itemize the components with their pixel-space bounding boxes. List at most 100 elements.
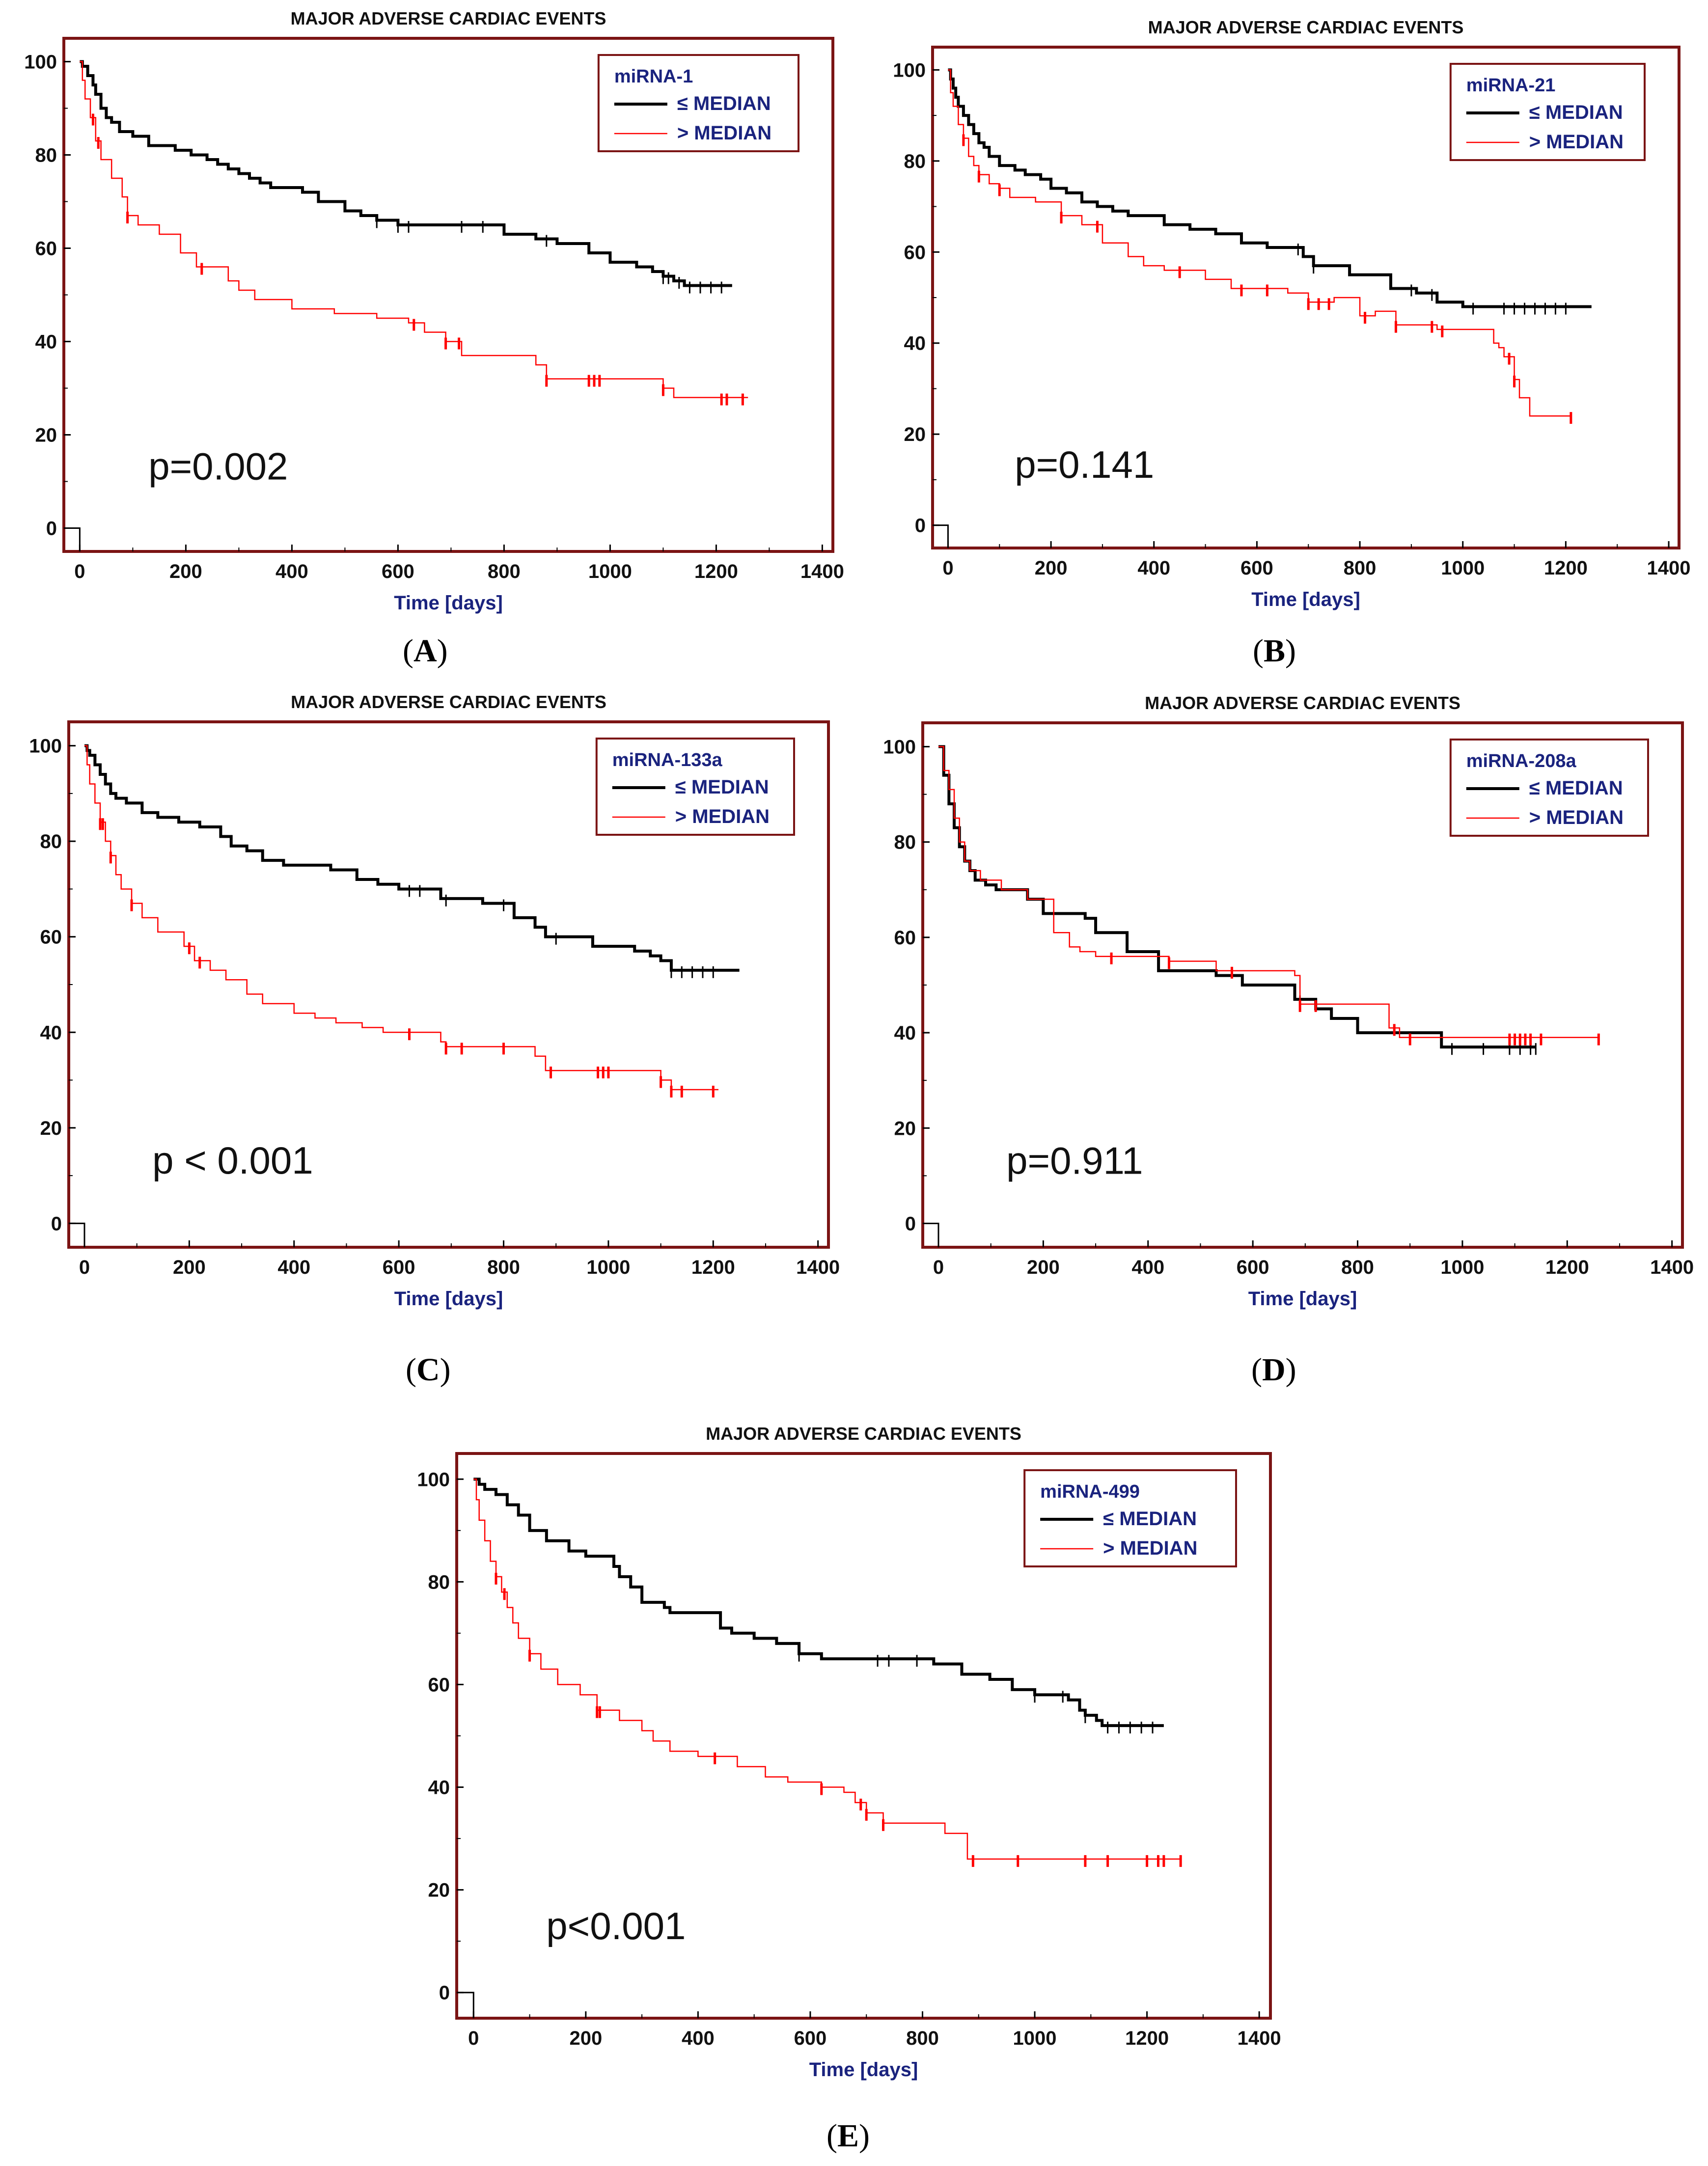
y-tick-label: 80 <box>428 1571 450 1593</box>
km-chart-d: MAJOR ADVERSE CARDIAC EVENTS 0 20 40 60 80 100… <box>883 693 1694 1310</box>
x-tick-label: 1000 <box>1440 1257 1484 1278</box>
x-tick-label: 200 <box>1027 1257 1060 1278</box>
x-tick-label: 0 <box>933 1257 944 1278</box>
y-tick-label: 40 <box>894 1022 916 1044</box>
y-tick-label: 80 <box>40 831 62 852</box>
y-tick-label: 0 <box>51 1213 62 1234</box>
x-axis-label: Time [days] <box>809 2059 918 2081</box>
x-tick-label: 1400 <box>800 561 844 582</box>
x-axis-label: Time [days] <box>1251 589 1360 610</box>
chart-title: MAJOR ADVERSE CARDIAC EVENTS <box>706 1424 1021 1444</box>
x-tick-label: 0 <box>942 557 953 579</box>
legend-label-above-median: > MEDIAN <box>1529 131 1624 153</box>
y-tick-label: 0 <box>439 1982 450 2004</box>
series-line-above-median <box>80 61 748 398</box>
x-tick-label: 600 <box>794 2028 827 2049</box>
p-value: p<0.001 <box>546 1904 686 1947</box>
panel-label-b: (B) <box>1253 633 1296 669</box>
panel-label-c: (C) <box>406 1352 451 1388</box>
x-tick-label: 200 <box>173 1257 206 1278</box>
panel-c: MAJOR ADVERSE CARDIAC EVENTS 0 20 40 60 80 100… <box>0 687 854 1399</box>
x-tick-label: 600 <box>383 1257 415 1278</box>
x-tick-label: 0 <box>79 1257 90 1278</box>
x-axis-label: Time [days] <box>394 592 503 614</box>
x-tick-label: 1400 <box>1650 1257 1694 1278</box>
chart-title: MAJOR ADVERSE CARDIAC EVENTS <box>1148 17 1464 37</box>
legend-label-below-median: ≤ MEDIAN <box>675 776 769 798</box>
legend-label-above-median: > MEDIAN <box>1103 1537 1197 1559</box>
x-tick-label: 400 <box>1137 557 1170 579</box>
x-tick-label: 1200 <box>691 1257 735 1278</box>
x-tick-label: 800 <box>487 1257 520 1278</box>
x-tick-label: 1200 <box>694 561 738 582</box>
series-line-above-median <box>938 746 1599 1039</box>
x-tick-label: 1200 <box>1125 2028 1169 2049</box>
baseline-stub <box>64 527 81 551</box>
x-tick-label: 800 <box>906 2028 939 2049</box>
panel-label-e: (E) <box>826 2118 870 2154</box>
y-tick-label: 100 <box>883 737 916 758</box>
y-tick-label: 100 <box>29 736 62 757</box>
x-tick-label: 400 <box>1131 1257 1164 1278</box>
x-axis-label: Time [days] <box>394 1288 503 1310</box>
legend-label-below-median: ≤ MEDIAN <box>677 93 771 114</box>
y-tick-label: 80 <box>35 145 57 166</box>
x-tick-label: 800 <box>1341 1257 1374 1278</box>
panel-a: MAJOR ADVERSE CARDIAC EVENTS 0 20 40 60 80 100… <box>0 0 854 687</box>
x-tick-label: 200 <box>169 561 202 582</box>
y-tick-label: 100 <box>417 1469 450 1490</box>
baseline-stub <box>933 524 949 548</box>
legend-label-below-median: ≤ MEDIAN <box>1103 1508 1197 1530</box>
legend-title: miRNA-1 <box>614 66 693 87</box>
x-tick-label: 1000 <box>588 561 632 582</box>
legend-label-above-median: > MEDIAN <box>677 122 771 144</box>
series-line-below-median <box>948 68 1592 308</box>
x-tick-label: 200 <box>569 2028 602 2049</box>
x-tick-label: 800 <box>1344 557 1377 579</box>
x-tick-label: 1000 <box>1441 557 1485 579</box>
legend-label-below-median: ≤ MEDIAN <box>1529 777 1623 799</box>
y-tick-label: 0 <box>915 515 926 537</box>
km-chart-e: MAJOR ADVERSE CARDIAC EVENTS 0 20 40 60 80 100… <box>417 1424 1281 2081</box>
series-line-below-median <box>473 1478 1164 1727</box>
x-tick-label: 0 <box>468 2028 479 2049</box>
p-value: p=0.911 <box>1006 1139 1143 1182</box>
x-tick-label: 600 <box>382 561 414 582</box>
y-tick-label: 20 <box>904 424 926 445</box>
y-tick-label: 20 <box>35 425 57 446</box>
km-chart-c: MAJOR ADVERSE CARDIAC EVENTS 0 20 40 60 80 100… <box>29 692 840 1310</box>
x-tick-label: 400 <box>275 561 308 582</box>
legend-title: miRNA-133a <box>612 750 723 770</box>
km-chart-b: MAJOR ADVERSE CARDIAC EVENTS 0 20 40 60 80 100… <box>893 17 1690 610</box>
y-tick-label: 40 <box>40 1022 62 1043</box>
x-tick-label: 1200 <box>1544 557 1588 579</box>
y-tick-label: 60 <box>904 242 926 263</box>
p-value: p=0.002 <box>148 445 288 488</box>
y-tick-label: 80 <box>894 832 916 853</box>
chart-title: MAJOR ADVERSE CARDIAC EVENTS <box>291 692 606 712</box>
y-tick-label: 60 <box>428 1674 450 1696</box>
y-tick-label: 20 <box>894 1118 916 1139</box>
x-tick-label: 1400 <box>1238 2028 1281 2049</box>
x-tick-label: 1400 <box>796 1257 840 1278</box>
legend-label-above-median: > MEDIAN <box>1529 807 1624 828</box>
x-tick-label: 0 <box>74 561 85 582</box>
x-tick-label: 400 <box>682 2028 715 2049</box>
x-tick-label: 200 <box>1035 557 1068 579</box>
panel-d: MAJOR ADVERSE CARDIAC EVENTS 0 20 40 60 80 100… <box>854 687 1708 1399</box>
x-axis-label: Time [days] <box>1248 1288 1357 1310</box>
x-tick-label: 600 <box>1237 1257 1269 1278</box>
baseline-stub <box>457 1992 474 2018</box>
chart-title: MAJOR ADVERSE CARDIAC EVENTS <box>1145 693 1460 713</box>
y-tick-label: 0 <box>905 1213 916 1234</box>
baseline-stub <box>923 1222 939 1247</box>
p-value: p < 0.001 <box>152 1139 313 1182</box>
y-tick-label: 100 <box>24 52 57 73</box>
legend-title: miRNA-499 <box>1040 1481 1140 1502</box>
legend-title: miRNA-208a <box>1466 751 1577 771</box>
y-tick-label: 40 <box>35 331 57 353</box>
legend-title: miRNA-21 <box>1466 75 1556 96</box>
series-line-below-median <box>84 744 740 972</box>
y-tick-label: 20 <box>428 1880 450 1901</box>
panel-e: MAJOR ADVERSE CARDIAC EVENTS 0 20 40 60 80 100… <box>388 1399 1321 2166</box>
